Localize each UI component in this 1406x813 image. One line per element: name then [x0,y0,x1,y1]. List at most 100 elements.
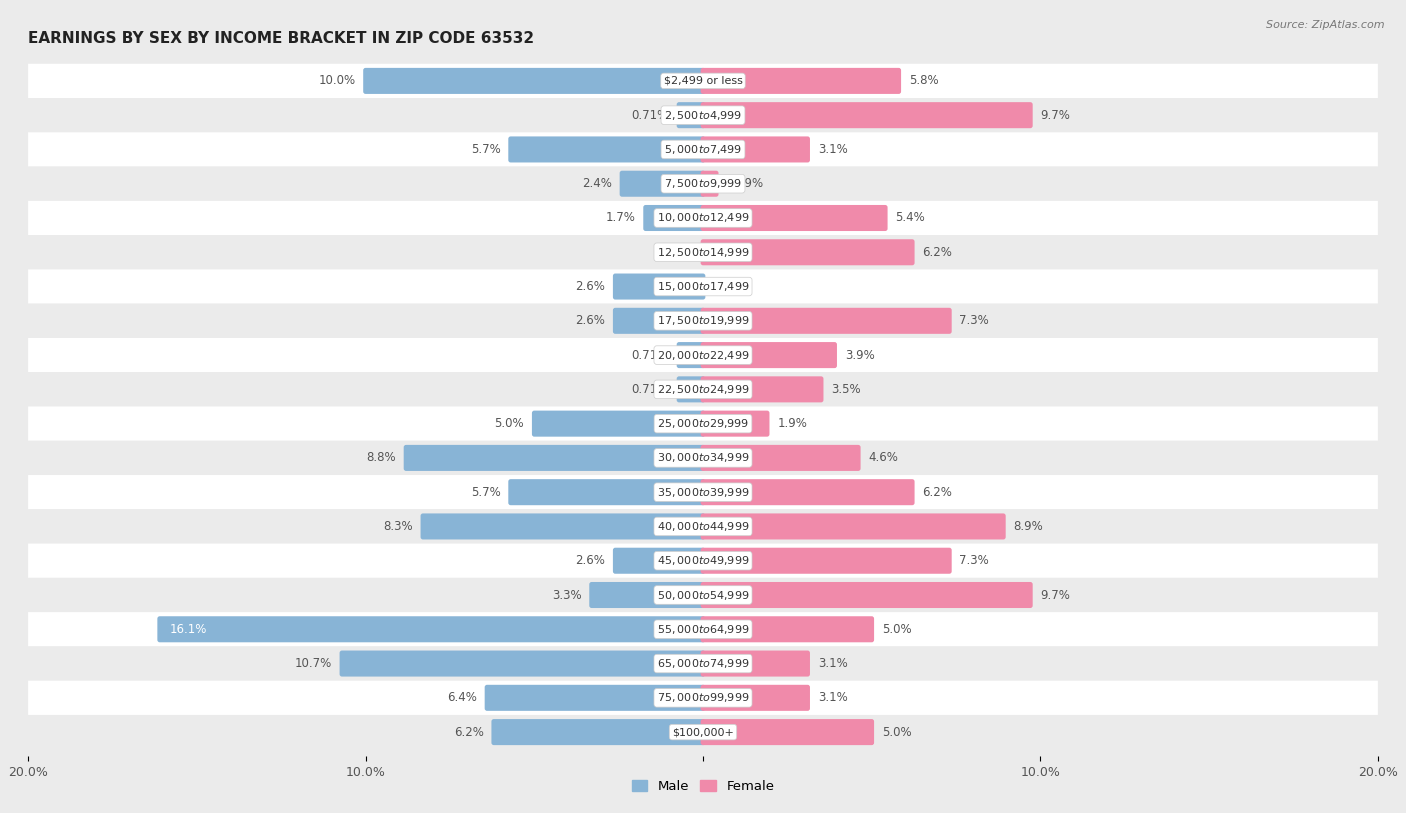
FancyBboxPatch shape [700,548,952,574]
FancyBboxPatch shape [620,171,706,197]
FancyBboxPatch shape [157,616,706,642]
FancyBboxPatch shape [28,475,1378,509]
Text: 6.4%: 6.4% [447,691,477,704]
FancyBboxPatch shape [340,650,706,676]
Text: 8.8%: 8.8% [367,451,396,464]
Text: 8.3%: 8.3% [384,520,413,533]
Text: $2,500 to $4,999: $2,500 to $4,999 [664,109,742,122]
Text: 2.6%: 2.6% [575,315,605,328]
FancyBboxPatch shape [700,411,769,437]
Text: 9.7%: 9.7% [1040,109,1070,122]
Text: 9.7%: 9.7% [1040,589,1070,602]
FancyBboxPatch shape [28,304,1378,338]
FancyBboxPatch shape [700,479,914,505]
Text: 10.7%: 10.7% [295,657,332,670]
Text: 5.4%: 5.4% [896,211,925,224]
FancyBboxPatch shape [700,514,1005,540]
FancyBboxPatch shape [28,201,1378,235]
FancyBboxPatch shape [676,102,706,128]
Text: 3.9%: 3.9% [845,349,875,362]
Text: 6.2%: 6.2% [922,246,952,259]
FancyBboxPatch shape [700,205,887,231]
Text: 7.3%: 7.3% [959,315,990,328]
FancyBboxPatch shape [700,102,1032,128]
FancyBboxPatch shape [485,685,706,711]
Text: 0.0%: 0.0% [664,246,693,259]
FancyBboxPatch shape [644,205,706,231]
FancyBboxPatch shape [700,171,718,197]
Text: 5.0%: 5.0% [882,725,911,738]
Text: $17,500 to $19,999: $17,500 to $19,999 [657,315,749,328]
Text: 6.2%: 6.2% [922,485,952,498]
FancyBboxPatch shape [28,544,1378,578]
FancyBboxPatch shape [28,612,1378,646]
FancyBboxPatch shape [404,445,706,471]
FancyBboxPatch shape [700,650,810,676]
Text: 5.0%: 5.0% [882,623,911,636]
Text: $45,000 to $49,999: $45,000 to $49,999 [657,554,749,567]
FancyBboxPatch shape [509,137,706,163]
Text: 2.4%: 2.4% [582,177,612,190]
Text: 10.0%: 10.0% [318,75,356,88]
FancyBboxPatch shape [28,98,1378,133]
FancyBboxPatch shape [700,67,901,94]
FancyBboxPatch shape [700,137,810,163]
Text: 7.3%: 7.3% [959,554,990,567]
Text: 2.6%: 2.6% [575,280,605,293]
Text: 3.5%: 3.5% [831,383,860,396]
Text: 2.6%: 2.6% [575,554,605,567]
Text: $75,000 to $99,999: $75,000 to $99,999 [657,691,749,704]
Text: $10,000 to $12,499: $10,000 to $12,499 [657,211,749,224]
Text: 0.0%: 0.0% [713,280,742,293]
FancyBboxPatch shape [28,680,1378,715]
FancyBboxPatch shape [420,514,706,540]
FancyBboxPatch shape [28,372,1378,406]
Text: $35,000 to $39,999: $35,000 to $39,999 [657,485,749,498]
FancyBboxPatch shape [28,715,1378,750]
FancyBboxPatch shape [700,685,810,711]
Text: $65,000 to $74,999: $65,000 to $74,999 [657,657,749,670]
Text: 3.1%: 3.1% [818,691,848,704]
FancyBboxPatch shape [492,719,706,746]
FancyBboxPatch shape [509,479,706,505]
FancyBboxPatch shape [28,646,1378,680]
FancyBboxPatch shape [28,235,1378,269]
FancyBboxPatch shape [531,411,706,437]
FancyBboxPatch shape [613,308,706,334]
FancyBboxPatch shape [700,308,952,334]
Text: 3.3%: 3.3% [553,589,582,602]
FancyBboxPatch shape [28,133,1378,167]
Text: 6.2%: 6.2% [454,725,484,738]
Text: $25,000 to $29,999: $25,000 to $29,999 [657,417,749,430]
Text: 5.0%: 5.0% [495,417,524,430]
Text: 0.71%: 0.71% [631,349,669,362]
FancyBboxPatch shape [363,67,706,94]
Text: $30,000 to $34,999: $30,000 to $34,999 [657,451,749,464]
FancyBboxPatch shape [700,616,875,642]
FancyBboxPatch shape [676,376,706,402]
FancyBboxPatch shape [700,376,824,402]
FancyBboxPatch shape [613,548,706,574]
FancyBboxPatch shape [700,582,1032,608]
Text: $15,000 to $17,499: $15,000 to $17,499 [657,280,749,293]
FancyBboxPatch shape [28,63,1378,98]
Text: 16.1%: 16.1% [170,623,207,636]
Text: $40,000 to $44,999: $40,000 to $44,999 [657,520,749,533]
Text: $22,500 to $24,999: $22,500 to $24,999 [657,383,749,396]
FancyBboxPatch shape [589,582,706,608]
FancyBboxPatch shape [613,273,706,299]
Text: $12,500 to $14,999: $12,500 to $14,999 [657,246,749,259]
Text: 0.39%: 0.39% [727,177,763,190]
Text: $55,000 to $64,999: $55,000 to $64,999 [657,623,749,636]
Text: 5.8%: 5.8% [908,75,938,88]
Text: 8.9%: 8.9% [1014,520,1043,533]
Legend: Male, Female: Male, Female [626,775,780,798]
FancyBboxPatch shape [676,342,706,368]
Text: 0.71%: 0.71% [631,383,669,396]
FancyBboxPatch shape [28,578,1378,612]
FancyBboxPatch shape [700,342,837,368]
Text: $50,000 to $54,999: $50,000 to $54,999 [657,589,749,602]
Text: 4.6%: 4.6% [869,451,898,464]
Text: $20,000 to $22,499: $20,000 to $22,499 [657,349,749,362]
FancyBboxPatch shape [28,269,1378,304]
